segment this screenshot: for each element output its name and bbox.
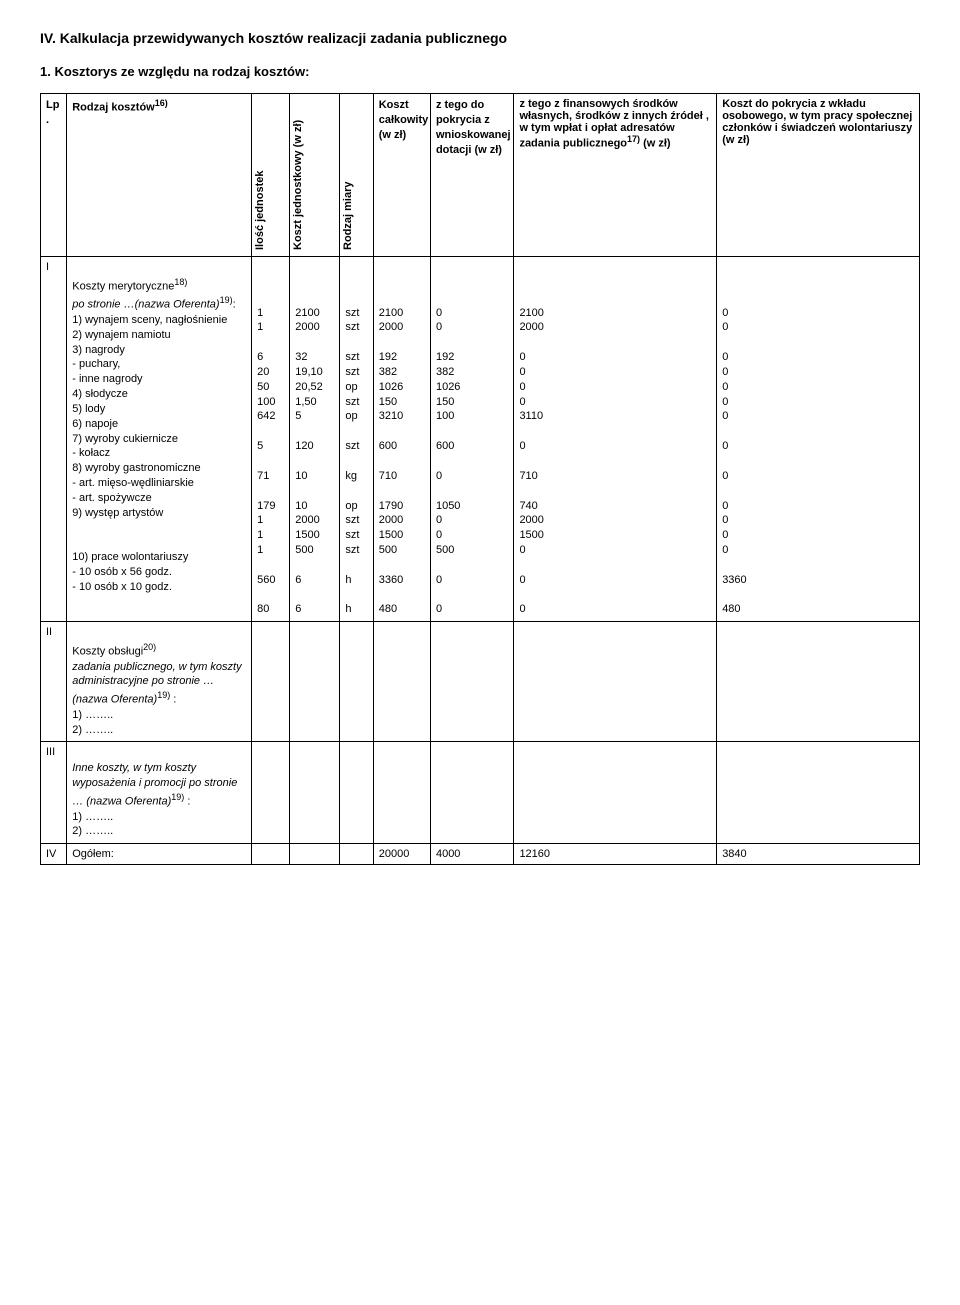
- r3-rm: [340, 742, 373, 844]
- r4-osob: 3840: [717, 844, 920, 865]
- r2-dot: [430, 622, 513, 742]
- r1-d1: Koszty merytoryczne: [72, 281, 174, 293]
- cost-table: Lp . Rodzaj kosztów16) Ilość jednostek K…: [40, 93, 920, 865]
- r3-kc: [373, 742, 430, 844]
- r2-d1: Koszty obsługi: [72, 646, 143, 658]
- h-rodzaj-sup: 16): [155, 98, 168, 108]
- h-fin-sup: 17): [627, 134, 640, 144]
- r4-kj: [290, 844, 340, 865]
- r4-kc: 20000: [373, 844, 430, 865]
- h-ilosc-text: Ilość jednostek: [254, 100, 266, 250]
- h-fin-text: z tego z finansowych środków własnych, ś…: [519, 98, 709, 150]
- r3-kj: [290, 742, 340, 844]
- r3-desc: Inne koszty, w tym koszty wyposażenia i …: [67, 742, 252, 844]
- row-IV: IV Ogółem: 20000 4000 12160 3840: [41, 844, 920, 865]
- r1-ilosc: 1 1 6 20 50 100 642 5 71 179 1 1 1 560 8…: [252, 257, 290, 622]
- r3-fin: [514, 742, 717, 844]
- r2-kc: [373, 622, 430, 742]
- r4-fin: 12160: [514, 844, 717, 865]
- r4-dot: 4000: [430, 844, 513, 865]
- h-kj-text: Koszt jednostkowy (w zł): [292, 100, 304, 250]
- sub-heading: 1. Kosztorys ze względu na rodzaj kosztó…: [40, 64, 920, 79]
- r1-lp: I: [41, 257, 67, 622]
- main-heading: IV. Kalkulacja przewidywanych kosztów re…: [40, 30, 920, 46]
- h-kj: Koszt jednostkowy (w zł): [290, 94, 340, 257]
- h-fin: z tego z finansowych środków własnych, ś…: [514, 94, 717, 257]
- h-rm: Rodzaj miary: [340, 94, 373, 257]
- h-osob: Koszt do pokrycia z wkładu osobowego, w …: [717, 94, 920, 257]
- r1-rm: szt szt szt szt op szt op szt kg op szt …: [340, 257, 373, 622]
- h-rm-text: Rodzaj miary: [342, 100, 354, 250]
- r2-rm: [340, 622, 373, 742]
- row-I: I Koszty merytoryczne18) po stronie …(na…: [41, 257, 920, 622]
- h-ilosc: Ilość jednostek: [252, 94, 290, 257]
- r2-lp: II: [41, 622, 67, 742]
- h-dot: z tego do pokrycia z wnioskowanej dotacj…: [430, 94, 513, 257]
- r1-osob: 0 0 0 0 0 0 0 0 0 0 0 0 0 3360 480: [717, 257, 920, 622]
- row-III: III Inne koszty, w tym koszty wyposażeni…: [41, 742, 920, 844]
- row-II: II Koszty obsługi20) zadania publicznego…: [41, 622, 920, 742]
- r2-kj: [290, 622, 340, 742]
- h-fin-tail: (w zł): [640, 138, 671, 150]
- r2-desc: Koszty obsługi20) zadania publicznego, w…: [67, 622, 252, 742]
- r1-fin: 2100 2000 0 0 0 0 3110 0 710 740 2000 15…: [514, 257, 717, 622]
- h-kc: Koszt całkowity (w zł): [373, 94, 430, 257]
- r3-d1: Inne koszty, w tym koszty wyposażenia i …: [72, 762, 237, 807]
- r4-desc: Ogółem:: [67, 844, 252, 865]
- r2-osob: [717, 622, 920, 742]
- r3-ds1: 19): [171, 792, 184, 802]
- header-row: Lp . Rodzaj kosztów16) Ilość jednostek K…: [41, 94, 920, 257]
- r1-ds1: 18): [174, 277, 187, 287]
- r4-ilosc: [252, 844, 290, 865]
- r3-lp: III: [41, 742, 67, 844]
- h-rodzaj: Rodzaj kosztów16): [67, 94, 252, 257]
- r1-ds2: 19): [220, 295, 233, 305]
- r1-d3: : 1) wynajem sceny, nagłośnienie 2) wyna…: [72, 299, 235, 593]
- r3-ilosc: [252, 742, 290, 844]
- r4-lp: IV: [41, 844, 67, 865]
- r2-ds1: 20): [143, 642, 156, 652]
- r1-desc: Koszty merytoryczne18) po stronie …(nazw…: [67, 257, 252, 622]
- r2-ds2: 19): [157, 690, 170, 700]
- r2-fin: [514, 622, 717, 742]
- r1-dot: 0 0 192 382 1026 150 100 600 0 1050 0 0 …: [430, 257, 513, 622]
- r1-kc: 2100 2000 192 382 1026 150 3210 600 710 …: [373, 257, 430, 622]
- r1-kj: 2100 2000 32 19,10 20,52 1,50 5 120 10 1…: [290, 257, 340, 622]
- r3-osob: [717, 742, 920, 844]
- r2-ilosc: [252, 622, 290, 742]
- r1-d2: po stronie …(nazwa Oferenta): [72, 299, 219, 311]
- h-lp: Lp .: [41, 94, 67, 257]
- h-rodzaj-text: Rodzaj kosztów: [72, 102, 155, 114]
- r4-rm: [340, 844, 373, 865]
- r3-dot: [430, 742, 513, 844]
